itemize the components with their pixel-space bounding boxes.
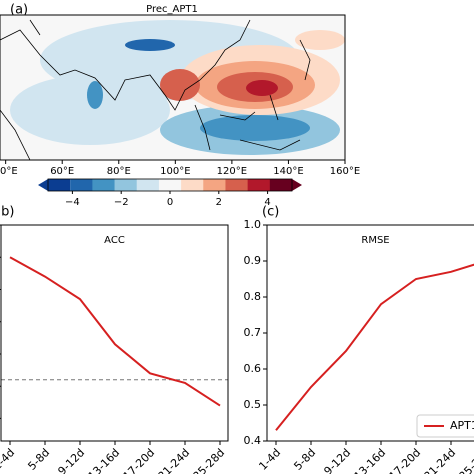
colorbar-cell [225, 179, 249, 191]
x-tick-label: 25-28d [457, 446, 474, 474]
map-frame [0, 14, 346, 161]
x-tick-label: 13-16d [352, 446, 389, 474]
field [125, 39, 175, 51]
x-tick-label: 1-4d [256, 446, 283, 473]
y-tick-label: 0.7 [244, 326, 262, 339]
data-line [275, 263, 474, 431]
colorbar-cell [269, 179, 302, 191]
colorbar-label: 0 [167, 197, 173, 208]
colorbar-cell [247, 179, 271, 191]
coastline [0, 19, 311, 160]
colorbar-cell [92, 179, 116, 191]
x-tick-label: 9-12d [321, 446, 353, 474]
map-title: Prec_APT1 [146, 4, 198, 15]
x-tick-label: 1-4d [0, 446, 17, 473]
x-tick-label: 140°E [273, 166, 303, 177]
y-tick-label: 0.9 [244, 254, 262, 267]
colorbar-cell [70, 179, 93, 191]
panel-label: (b) [0, 205, 14, 220]
y-tick-label: 0.6 [244, 362, 262, 375]
x-tick-label: 160°E [330, 166, 360, 177]
x-tick-label: 17-20d [121, 446, 158, 474]
colorbar-label: −4 [65, 197, 80, 208]
colorbar-cell [158, 179, 182, 191]
colorbar-cell [203, 179, 226, 191]
field [160, 69, 200, 101]
colorbar-cell [38, 179, 71, 191]
x-tick-label: 13-16d [86, 446, 123, 474]
panel-label: (a) [10, 3, 28, 18]
x-tick-label: 60°E [50, 166, 74, 177]
colorbar-label: −2 [114, 197, 129, 208]
x-tick-label: 120°E [217, 166, 247, 177]
colorbar-cell [114, 179, 138, 191]
y-tick-label: 0.8 [244, 290, 262, 303]
legend-label: APT1 [450, 419, 474, 432]
data-line [9, 256, 221, 407]
y-tick-label: 0.5 [244, 398, 262, 411]
field [87, 81, 103, 109]
x-tick-label: 21-24d [156, 446, 193, 474]
field [295, 30, 345, 50]
x-tick-label: 17-20d [387, 446, 424, 474]
x-tick-label: 5-8d [25, 446, 52, 473]
x-tick-label: 25-28d [191, 446, 228, 474]
y-tick-label: 0.4 [244, 434, 262, 447]
colorbar-cell [181, 179, 204, 191]
legend-box [416, 414, 474, 438]
axes-frame [266, 224, 474, 442]
x-tick-label: 40°E [0, 166, 18, 177]
colorbar-label: 4 [264, 197, 270, 208]
field [200, 115, 310, 141]
panel-label: (c) [262, 205, 279, 220]
colorbar-label: 2 [216, 197, 222, 208]
x-tick-label: 5-8d [291, 446, 318, 473]
axis-title: RMSE [361, 235, 389, 246]
field [10, 75, 170, 145]
x-tick-label: 21-24d [422, 446, 459, 474]
field [246, 80, 278, 96]
map [0, 15, 345, 160]
axis-title: ACC [104, 235, 125, 246]
colorbar-cell [136, 179, 160, 191]
x-tick-label: 100°E [160, 166, 190, 177]
y-tick-label: 1.0 [244, 218, 262, 231]
axes-frame [0, 224, 229, 442]
x-tick-label: 80°E [107, 166, 131, 177]
x-tick-label: 9-12d [55, 446, 87, 474]
